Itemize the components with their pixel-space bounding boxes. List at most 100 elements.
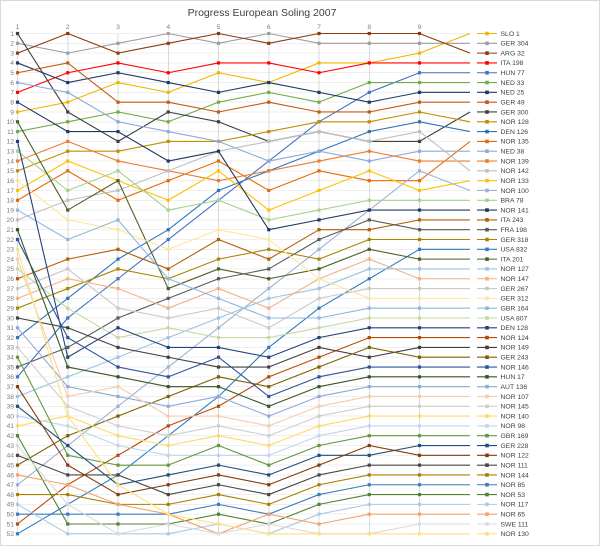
data-point — [166, 179, 170, 183]
data-point — [367, 218, 371, 222]
data-point — [15, 228, 20, 232]
data-point — [66, 80, 70, 85]
data-point — [116, 345, 120, 350]
y-axis-label: 32 — [6, 335, 14, 342]
data-point — [116, 139, 120, 144]
data-point — [267, 277, 271, 281]
data-point — [317, 247, 321, 251]
data-point — [267, 218, 271, 222]
legend-marker-icon — [485, 502, 489, 507]
legend-item: DEN 126 — [477, 129, 528, 136]
y-axis-label: 35 — [6, 364, 14, 371]
data-point — [166, 41, 170, 45]
data-point — [166, 159, 170, 163]
data-point — [66, 218, 70, 222]
data-point — [417, 336, 422, 340]
legend-item: NOR 98 — [477, 423, 525, 430]
legend-label: FRA 198 — [501, 227, 528, 234]
legend-item: BRA 78 — [477, 198, 524, 205]
y-axis-label: 36 — [6, 374, 14, 381]
data-point — [317, 424, 321, 428]
legend-marker-icon — [485, 51, 489, 55]
data-point — [66, 208, 70, 212]
data-point — [317, 453, 321, 457]
series-line-nor-124 — [17, 337, 470, 525]
data-point — [317, 120, 321, 124]
data-point — [267, 404, 271, 408]
y-axis-label: 16 — [6, 178, 14, 185]
data-point — [166, 394, 170, 399]
data-point — [417, 228, 422, 232]
data-point — [367, 512, 371, 516]
data-point — [216, 345, 221, 350]
legend-marker-icon — [485, 227, 489, 232]
data-point — [116, 453, 120, 457]
data-point — [15, 492, 20, 497]
legend-label: BRA 78 — [501, 198, 524, 205]
data-point — [15, 41, 20, 45]
legend-label: HUN 17 — [501, 374, 525, 381]
data-point — [367, 532, 371, 536]
data-point — [15, 169, 20, 173]
legend-item: NOR 85 — [477, 482, 525, 489]
data-point — [116, 306, 120, 310]
data-point — [317, 130, 321, 134]
data-point — [367, 424, 371, 428]
data-point — [15, 257, 20, 261]
data-point — [216, 306, 221, 310]
data-point — [367, 149, 371, 153]
series-line-usa-807 — [17, 268, 470, 339]
data-point — [116, 277, 120, 281]
legend-marker-icon — [485, 31, 489, 36]
data-point — [367, 385, 371, 389]
data-point — [417, 247, 422, 251]
data-point — [317, 61, 321, 65]
legend-marker-icon — [485, 208, 489, 212]
data-point — [15, 365, 20, 369]
data-point — [317, 110, 321, 114]
data-point — [317, 394, 321, 399]
data-point — [367, 247, 371, 251]
data-point — [166, 139, 170, 144]
data-point — [317, 286, 321, 291]
legend-item: GER 318 — [477, 237, 529, 244]
y-axis-label: 9 — [10, 109, 14, 116]
data-point — [267, 228, 271, 232]
legend-marker-icon — [485, 404, 489, 409]
data-point — [367, 110, 371, 114]
legend-marker-icon — [485, 424, 489, 428]
legend-marker-icon — [485, 414, 489, 418]
legend-item: GER 300 — [477, 109, 529, 116]
legend-item: USA 807 — [477, 315, 528, 322]
data-point — [15, 522, 20, 526]
data-point — [116, 365, 120, 369]
data-point — [166, 71, 170, 75]
data-point — [367, 120, 371, 124]
data-point — [66, 394, 70, 399]
data-point — [216, 228, 221, 232]
data-point — [417, 404, 422, 408]
data-point — [116, 512, 120, 516]
y-axis-label: 43 — [6, 443, 14, 450]
legend-label: ARG 32 — [501, 50, 525, 57]
legend-marker-icon — [485, 198, 489, 203]
data-point — [116, 267, 120, 271]
legend-marker-icon — [485, 306, 489, 310]
data-point — [267, 247, 271, 251]
data-point — [116, 414, 120, 418]
data-point — [367, 306, 371, 310]
data-point — [317, 443, 321, 448]
data-point — [116, 80, 120, 85]
legend-item: NED 25 — [477, 90, 525, 97]
data-point — [116, 434, 120, 438]
data-point — [66, 31, 70, 36]
data-point — [15, 80, 20, 85]
data-point — [166, 512, 170, 516]
data-point — [166, 414, 170, 418]
data-point — [216, 139, 221, 144]
data-point — [267, 208, 271, 212]
series-line-nor-147 — [17, 258, 470, 309]
data-point — [267, 522, 271, 526]
data-point — [216, 100, 221, 104]
data-point — [417, 424, 422, 428]
